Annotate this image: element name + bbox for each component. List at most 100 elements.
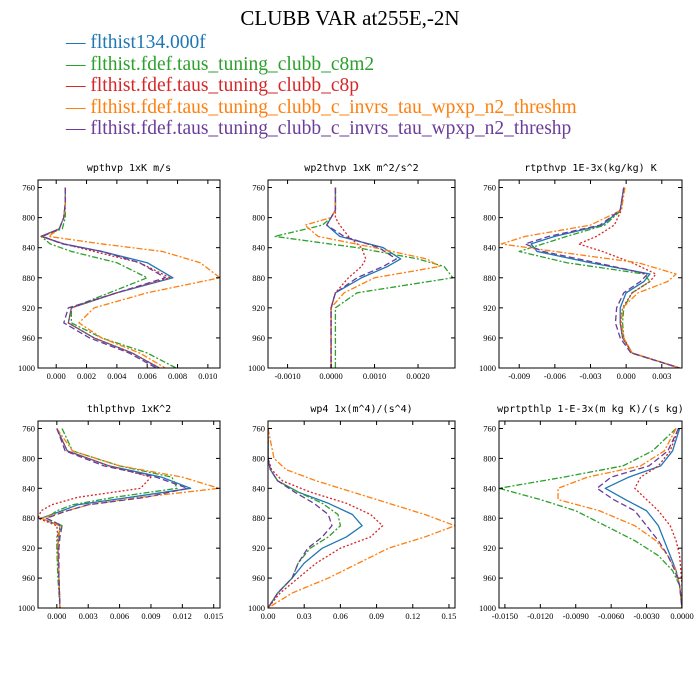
- legend-swatch-1: —: [66, 32, 91, 53]
- y-tick-label: 960: [483, 333, 496, 343]
- panel-4: thlpthvp 1xK^2 760 800 840 880 920 960 1000 0.00…: [18, 404, 223, 621]
- y-tick-label: 800: [22, 453, 35, 463]
- x-tick-label: -0.0150: [492, 611, 518, 621]
- x-tick-label: 0.00: [261, 611, 276, 621]
- legend-swatch-5: —: [66, 118, 91, 139]
- panel-6: wprtpthlp 1-E-3x(m kg K)/(s kg)760 800 840…: [479, 404, 694, 621]
- legend-entry-3: — flthist.fdef.taus_tuning_clubb_c8p: [66, 75, 577, 97]
- legend: — flthist134.000f — flthist.fdef.taus_tu…: [66, 32, 577, 140]
- x-tick-label: 0.006: [138, 371, 157, 381]
- series-line-3-panel-4: [38, 428, 152, 608]
- series-line-2-panel-6: [499, 428, 682, 608]
- panel-title-6: wprtpthlp 1-E-3x(m kg K)/(s kg): [497, 404, 684, 415]
- series-line-3-panel-1: [40, 187, 171, 368]
- series-line-5-panel-1: [41, 187, 167, 368]
- series-line-5-panel-2: [326, 187, 397, 368]
- legend-label-3: flthist.fdef.taus_tuning_clubb_c8p: [90, 75, 359, 96]
- y-tick-label: 840: [252, 483, 265, 493]
- x-tick-label: -0.0060: [598, 611, 624, 621]
- y-tick-label: 880: [483, 513, 496, 523]
- y-tick-label: 1000: [479, 603, 496, 613]
- x-tick-label: 0.006: [110, 611, 129, 621]
- panel-frame-5: [267, 420, 456, 609]
- y-tick-label: 920: [22, 543, 35, 553]
- x-tick-label: 0.000: [47, 611, 66, 621]
- legend-entry-4: — flthist.fdef.taus_tuning_clubb_c_invrs…: [66, 97, 577, 119]
- x-tick-label: 0.009: [141, 611, 160, 621]
- legend-swatch-3: —: [66, 75, 91, 96]
- y-tick-label: 760: [483, 183, 496, 193]
- panel-3: rtpthvp 1E-3x(kg/kg) K 760 800 840 880 920 960…: [479, 163, 683, 381]
- series-line-4-panel-6: [557, 428, 682, 608]
- series-group-6: [499, 428, 682, 608]
- y-tick-label: 840: [22, 483, 35, 493]
- series-group-4: [38, 428, 220, 608]
- y-tick-label: 1000: [479, 363, 496, 373]
- panel-5: wp4 1x(m^4)/(s^4)76080084088092096010000…: [248, 404, 456, 621]
- y-tick-label: 1000: [248, 363, 265, 373]
- x-tick-label: -0.003: [580, 371, 602, 381]
- y-tick-label: 800: [252, 453, 265, 463]
- panel-frame-6: [498, 420, 683, 609]
- series-line-4-panel-3: [500, 187, 680, 368]
- x-tick-label: 0.0020: [406, 371, 429, 381]
- x-tick-label: 0.000: [617, 371, 636, 381]
- y-tick-label: 920: [252, 303, 265, 313]
- y-tick-label: 840: [483, 243, 496, 253]
- series-line-1-panel-1: [40, 187, 174, 368]
- series-group-5: [268, 428, 455, 608]
- y-tick-label: 800: [22, 213, 35, 223]
- legend-label-2: flthist.fdef.taus_tuning_clubb_c8m2: [90, 53, 375, 75]
- x-tick-label: -0.006: [544, 371, 566, 381]
- y-tick-label: 760: [483, 423, 496, 433]
- y-tick-label: 880: [22, 273, 35, 283]
- x-tick-label: 0.03: [297, 611, 312, 621]
- y-tick-label: 920: [483, 543, 496, 553]
- series-line-1-panel-2: [326, 187, 402, 368]
- x-tick-label: 0.012: [173, 611, 192, 621]
- series-line-2-panel-1: [40, 187, 177, 368]
- x-tick-label: 0.15: [442, 611, 457, 621]
- y-tick-label: 920: [22, 303, 35, 313]
- x-tick-label: 0.008: [168, 371, 187, 381]
- y-tick-label: 760: [22, 423, 35, 433]
- series-group-3: [500, 187, 680, 368]
- panel-2: wp2thvp 1xK m^2/s^2 760 800 840 880 920 960 100…: [248, 163, 456, 381]
- series-line-4-panel-1: [47, 187, 220, 368]
- y-tick-label: 800: [483, 453, 496, 463]
- series-line-3-panel-3: [577, 187, 680, 368]
- x-tick-label: 0.0000: [319, 371, 342, 381]
- panel-title-5: wp4 1x(m^4)/(s^4): [310, 404, 412, 415]
- legend-label-5: flthist.fdef.taus_tuning_clubb_c_invrs_t…: [90, 118, 572, 139]
- y-tick-label: 840: [483, 483, 496, 493]
- y-tick-label: 880: [22, 513, 35, 523]
- x-tick-label: -0.0090: [563, 611, 589, 621]
- x-tick-label: 0.010: [198, 371, 217, 381]
- panel-title-4: thlpthvp 1xK^2: [87, 404, 171, 415]
- panel-title-3: rtpthvp 1E-3x(kg/kg) K: [524, 163, 656, 174]
- x-tick-label: 0.004: [107, 371, 127, 381]
- y-tick-label: 760: [22, 183, 35, 193]
- y-tick-label: 880: [252, 273, 265, 283]
- legend-entry-1: — flthist134.000f: [66, 32, 577, 54]
- y-tick-label: 760: [252, 183, 265, 193]
- x-tick-label: -0.0010: [274, 371, 300, 381]
- panel-title-1: wpthvp 1xK m/s: [87, 163, 171, 174]
- y-tick-label: 960: [252, 333, 265, 343]
- y-tick-label: 920: [252, 543, 265, 553]
- x-tick-label: 0.002: [77, 371, 96, 381]
- x-tick-label: 0.003: [652, 371, 671, 381]
- y-tick-label: 960: [252, 573, 265, 583]
- figure-title: CLUBB VAR at255E,-2N: [240, 6, 460, 30]
- series-line-4-panel-5: [268, 428, 455, 608]
- series-line-5-panel-6: [596, 428, 682, 608]
- y-tick-label: 960: [483, 573, 496, 583]
- y-tick-label: 840: [22, 243, 35, 253]
- x-tick-label: 0.0010: [363, 371, 386, 381]
- series-line-3-panel-6: [634, 428, 682, 608]
- series-line-4-panel-4: [40, 428, 220, 608]
- series-line-2-panel-4: [45, 428, 178, 608]
- series-line-5-panel-5: [268, 428, 333, 608]
